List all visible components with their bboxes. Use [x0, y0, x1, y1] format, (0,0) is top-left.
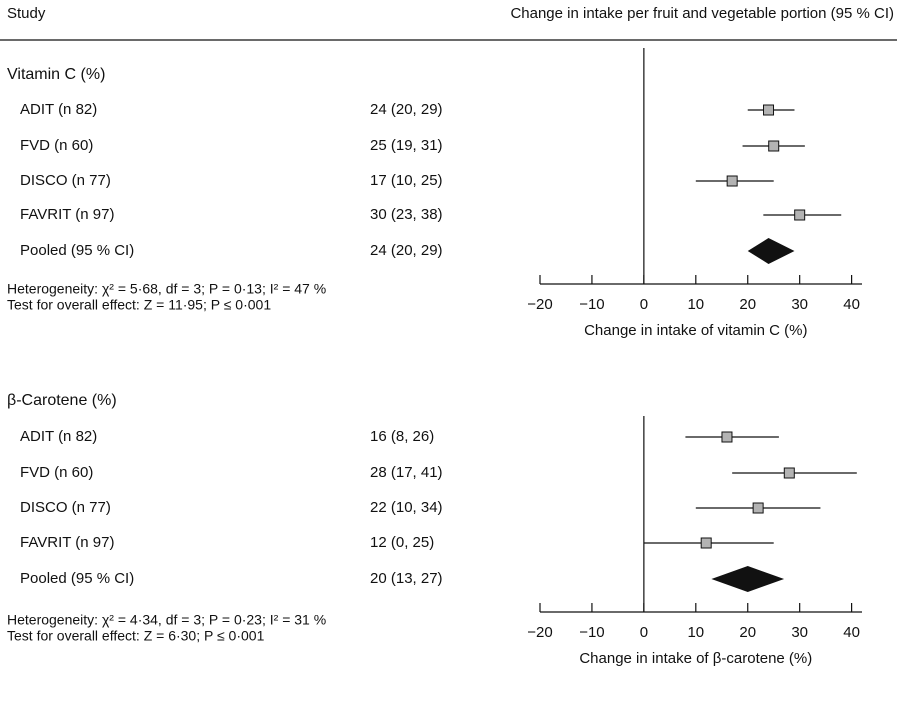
- x-tick-label: 10: [687, 296, 704, 313]
- pooled-diamond: [711, 566, 785, 592]
- pooled-label: Pooled (95 % CI): [20, 242, 134, 259]
- x-tick-label: 0: [640, 624, 648, 641]
- estimate-label: 24 (20, 29): [370, 101, 443, 118]
- estimate-box: [794, 209, 806, 221]
- pooled-estimate-label: 20 (13, 27): [370, 570, 443, 587]
- x-tick-label: −10: [579, 296, 604, 313]
- estimate-label: 30 (23, 38): [370, 206, 443, 223]
- estimate-box: [700, 537, 712, 549]
- estimate-box: [752, 502, 764, 514]
- x-tick-label: 30: [791, 624, 808, 641]
- heterogeneity: Heterogeneity: χ² = 4·34, df = 3; P = 0·…: [7, 612, 326, 628]
- x-tick-label: 20: [739, 624, 756, 641]
- study-label: FVD (n 60): [20, 137, 93, 154]
- overall-test: Test for overall effect: Z = 6·30; P ≤ 0…: [7, 628, 265, 644]
- x-tick-label: −20: [527, 296, 552, 313]
- estimate-box: [726, 175, 738, 187]
- estimate-label: 25 (19, 31): [370, 137, 443, 154]
- effect-header: Change in intake per fruit and vegetable…: [510, 5, 894, 22]
- estimate-box: [763, 104, 775, 116]
- overall-test: Test for overall effect: Z = 11·95; P ≤ …: [7, 297, 271, 313]
- study-label: FAVRIT (n 97): [20, 206, 114, 223]
- estimate-box: [721, 431, 733, 443]
- estimate-label: 16 (8, 26): [370, 428, 434, 445]
- study-label: FVD (n 60): [20, 464, 93, 481]
- group-title: β-Carotene (%): [7, 392, 117, 409]
- estimate-label: 28 (17, 41): [370, 464, 443, 481]
- study-label: ADIT (n 82): [20, 101, 97, 118]
- pooled-estimate-label: 24 (20, 29): [370, 242, 443, 259]
- pooled-diamond: [747, 238, 795, 264]
- x-tick-label: 10: [687, 624, 704, 641]
- heterogeneity: Heterogeneity: χ² = 5·68, df = 3; P = 0·…: [7, 281, 326, 297]
- study-label: FAVRIT (n 97): [20, 534, 114, 551]
- x-tick-label: 40: [843, 624, 860, 641]
- estimate-label: 12 (0, 25): [370, 534, 434, 551]
- estimate-label: 22 (10, 34): [370, 499, 443, 516]
- estimate-label: 17 (10, 25): [370, 172, 443, 189]
- study-label: DISCO (n 77): [20, 499, 111, 516]
- x-tick-label: −10: [579, 624, 604, 641]
- x-axis-label: Change in intake of β-carotene (%): [579, 650, 812, 667]
- x-axis-label: Change in intake of vitamin C (%): [584, 322, 807, 339]
- estimate-box: [783, 467, 795, 479]
- x-tick-label: −20: [527, 624, 552, 641]
- study-label: ADIT (n 82): [20, 428, 97, 445]
- study-header: Study: [7, 5, 46, 22]
- x-tick-label: 20: [739, 296, 756, 313]
- x-tick-label: 30: [791, 296, 808, 313]
- estimate-box: [768, 140, 780, 152]
- group-title: Vitamin C (%): [7, 66, 105, 83]
- x-tick-label: 0: [640, 296, 648, 313]
- study-label: DISCO (n 77): [20, 172, 111, 189]
- x-tick-label: 40: [843, 296, 860, 313]
- pooled-label: Pooled (95 % CI): [20, 570, 134, 587]
